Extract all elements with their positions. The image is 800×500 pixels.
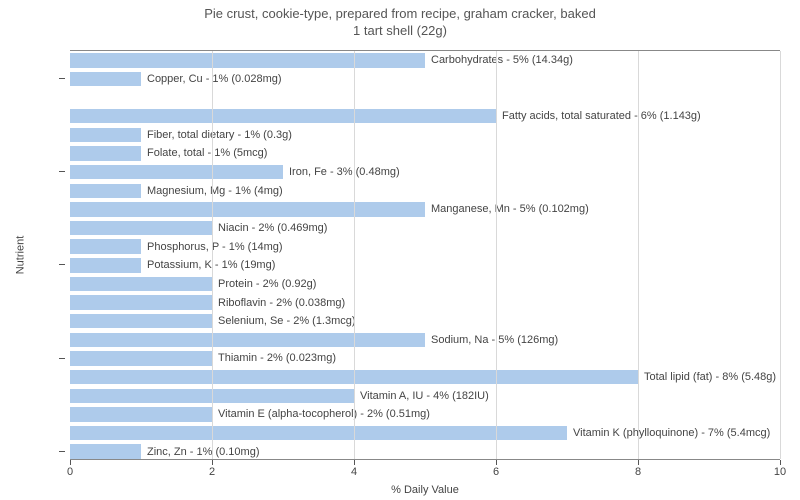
gridline <box>496 51 497 459</box>
x-tick-label: 10 <box>774 466 786 478</box>
nutrient-chart: Pie crust, cookie-type, prepared from re… <box>0 0 800 500</box>
y-tick <box>59 78 65 79</box>
bar-row: Total lipid (fat) - 8% (5.48g) <box>70 370 776 385</box>
y-tick <box>59 358 65 359</box>
bars-layer: Carbohydrates - 5% (14.34g) Copper, Cu - … <box>70 51 780 459</box>
bar-row: Potassium, K - 1% (19mg) <box>70 258 275 273</box>
bar <box>70 351 212 366</box>
bar-label: Sodium, Na - 5% (126mg) <box>431 334 558 346</box>
title-line-1: Pie crust, cookie-type, prepared from re… <box>204 6 596 21</box>
bar-row: Vitamin A, IU - 4% (182IU) <box>70 389 489 404</box>
x-tick <box>496 460 497 465</box>
bar-row: Fiber, total dietary - 1% (0.3g) <box>70 128 292 143</box>
bar <box>70 184 141 199</box>
bar-row: Riboflavin - 2% (0.038mg) <box>70 295 345 310</box>
bar <box>70 221 212 236</box>
bar <box>70 109 496 124</box>
bar-label: Magnesium, Mg - 1% (4mg) <box>147 185 283 197</box>
x-tick-label: 6 <box>493 466 499 478</box>
bar-label: Zinc, Zn - 1% (0.10mg) <box>147 446 259 458</box>
chart-title: Pie crust, cookie-type, prepared from re… <box>0 6 800 40</box>
bar-label: Fiber, total dietary - 1% (0.3g) <box>147 129 292 141</box>
bar-label: Vitamin K (phylloquinone) - 7% (5.4mcg) <box>573 427 770 439</box>
y-tick <box>59 264 65 265</box>
bar <box>70 314 212 329</box>
bar-label: Carbohydrates - 5% (14.34g) <box>431 54 573 66</box>
bar <box>70 202 425 217</box>
title-line-2: 1 tart shell (22g) <box>353 23 447 38</box>
bar-label: Thiamin - 2% (0.023mg) <box>218 352 336 364</box>
bar-label: Manganese, Mn - 5% (0.102mg) <box>431 203 589 215</box>
bar <box>70 53 425 68</box>
y-axis-ticks <box>62 50 70 460</box>
x-tick <box>638 460 639 465</box>
bar-row: Fatty acids, total saturated - 6% (1.143… <box>70 109 701 124</box>
bar-row: Vitamin E (alpha-tocopherol) - 2% (0.51m… <box>70 407 430 422</box>
x-tick <box>780 460 781 465</box>
bar-row: Vitamin K (phylloquinone) - 7% (5.4mcg) <box>70 426 770 441</box>
bar-row: Magnesium, Mg - 1% (4mg) <box>70 184 283 199</box>
bar-label: Phosphorus, P - 1% (14mg) <box>147 241 283 253</box>
gridline <box>212 51 213 459</box>
bar-row: Sodium, Na - 5% (126mg) <box>70 333 558 348</box>
y-axis-title: Nutrient <box>12 50 28 460</box>
bar-label: Protein - 2% (0.92g) <box>218 278 316 290</box>
bar-row: Copper, Cu - 1% (0.028mg) <box>70 72 282 87</box>
bar-row: Zinc, Zn - 1% (0.10mg) <box>70 444 259 459</box>
bar-row: Iron, Fe - 3% (0.48mg) <box>70 165 400 180</box>
bar-label: Selenium, Se - 2% (1.3mcg) <box>218 315 356 327</box>
bar-row: Thiamin - 2% (0.023mg) <box>70 351 336 366</box>
bar-row: Protein - 2% (0.92g) <box>70 277 316 292</box>
bar-label: Vitamin A, IU - 4% (182IU) <box>360 390 489 402</box>
x-tick-label: 0 <box>67 466 73 478</box>
bar-row: Folate, total - 1% (5mcg) <box>70 146 267 161</box>
bar <box>70 128 141 143</box>
bar-label: Iron, Fe - 3% (0.48mg) <box>289 166 400 178</box>
bar <box>70 426 567 441</box>
gridline <box>638 51 639 459</box>
x-tick <box>212 460 213 465</box>
bar-row: Manganese, Mn - 5% (0.102mg) <box>70 202 589 217</box>
bar-label: Fatty acids, total saturated - 6% (1.143… <box>502 110 701 122</box>
bar-row: Niacin - 2% (0.469mg) <box>70 221 327 236</box>
gridline <box>354 51 355 459</box>
x-tick-label: 8 <box>635 466 641 478</box>
bar-label: Niacin - 2% (0.469mg) <box>218 222 327 234</box>
x-axis: 0246810 <box>70 460 780 480</box>
bar-label: Riboflavin - 2% (0.038mg) <box>218 297 345 309</box>
bar <box>70 333 425 348</box>
bar <box>70 239 141 254</box>
bar <box>70 165 283 180</box>
x-tick-label: 2 <box>209 466 215 478</box>
bar-label: Copper, Cu - 1% (0.028mg) <box>147 73 282 85</box>
bar-row: Carbohydrates - 5% (14.34g) <box>70 53 573 68</box>
x-tick <box>70 460 71 465</box>
gridline <box>780 51 781 459</box>
bar-label: Total lipid (fat) - 8% (5.48g) <box>644 371 776 383</box>
bar <box>70 444 141 459</box>
bar-row <box>70 90 76 105</box>
bar <box>70 72 141 87</box>
bar <box>70 258 141 273</box>
bar <box>70 146 141 161</box>
x-tick-label: 4 <box>351 466 357 478</box>
plot-area: Carbohydrates - 5% (14.34g) Copper, Cu - … <box>70 50 780 460</box>
y-tick <box>59 171 65 172</box>
bar-label: Vitamin E (alpha-tocopherol) - 2% (0.51m… <box>218 408 430 420</box>
y-tick <box>59 451 65 452</box>
x-axis-title: % Daily Value <box>70 484 780 496</box>
x-tick <box>354 460 355 465</box>
bar <box>70 295 212 310</box>
bar <box>70 277 212 292</box>
bar-row: Phosphorus, P - 1% (14mg) <box>70 239 283 254</box>
bar <box>70 407 212 422</box>
bar-label: Folate, total - 1% (5mcg) <box>147 147 267 159</box>
